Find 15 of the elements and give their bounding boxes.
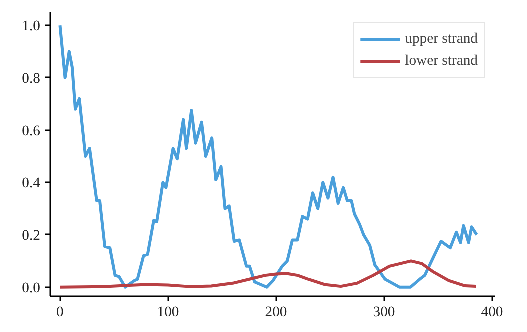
y-tick-label: 0.0 [22,280,41,296]
y-tick-label: 1.0 [22,18,41,35]
x-tick-label: 300 [373,304,396,320]
x-tick-label: 100 [157,304,180,320]
y-tick-label: 0.2 [22,228,41,244]
x-tick-label: 0 [56,304,64,320]
y-tick-label: 0.4 [22,176,42,192]
y-tick-label: 0.6 [22,123,41,140]
legend-label: upper strand [405,30,478,48]
legend-label: lower strand [405,52,478,70]
x-tick-label: 400 [481,304,504,320]
line-series [58,24,478,289]
x-tick-label: 200 [265,304,288,320]
y-tick-label: 0.8 [22,70,41,87]
line-series [58,260,478,289]
